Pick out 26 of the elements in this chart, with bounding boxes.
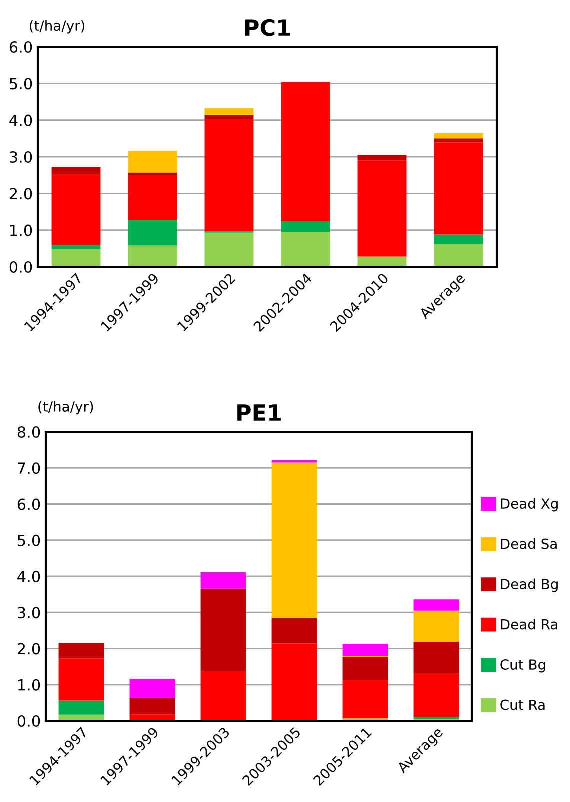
legend-label: Cut Ra xyxy=(500,700,545,710)
y-tick-label: 5.0 xyxy=(18,534,40,546)
y-tick-label: 0.0 xyxy=(18,715,40,728)
y-tick-label: 1.0 xyxy=(18,679,40,691)
y-tick-label: 4.0 xyxy=(10,114,32,126)
y-tick-label: 5.0 xyxy=(10,78,32,90)
y-axis-title: (t/ha/yr) xyxy=(38,401,94,415)
legend-label: Cut Bg xyxy=(500,660,546,673)
legend-label: Dead Xg xyxy=(501,498,558,512)
y-tick-label: 2.0 xyxy=(18,643,40,655)
y-tick-label: 7.0 xyxy=(18,462,40,474)
legend-label: Dead Ra xyxy=(501,619,558,630)
y-tick-label: 8.0 xyxy=(18,426,40,438)
y-tick-label: 1.0 xyxy=(10,224,32,236)
y-tick-label: 6.0 xyxy=(10,41,32,54)
chart-title: PE1 xyxy=(238,404,281,421)
y-tick-label: 0.0 xyxy=(10,261,32,274)
y-axis-title: (t/ha/yr) xyxy=(30,20,85,34)
y-tick-label: 6.0 xyxy=(18,498,40,510)
y-tick-label: 2.0 xyxy=(10,188,32,200)
y-tick-label: 3.0 xyxy=(10,151,32,164)
y-tick-label: 4.0 xyxy=(18,570,40,583)
legend-label: Dead Sa xyxy=(501,538,557,550)
y-tick-label: 3.0 xyxy=(18,607,40,619)
legend-label: Dead Bg xyxy=(501,578,558,592)
chart-title: PC1 xyxy=(246,19,290,36)
